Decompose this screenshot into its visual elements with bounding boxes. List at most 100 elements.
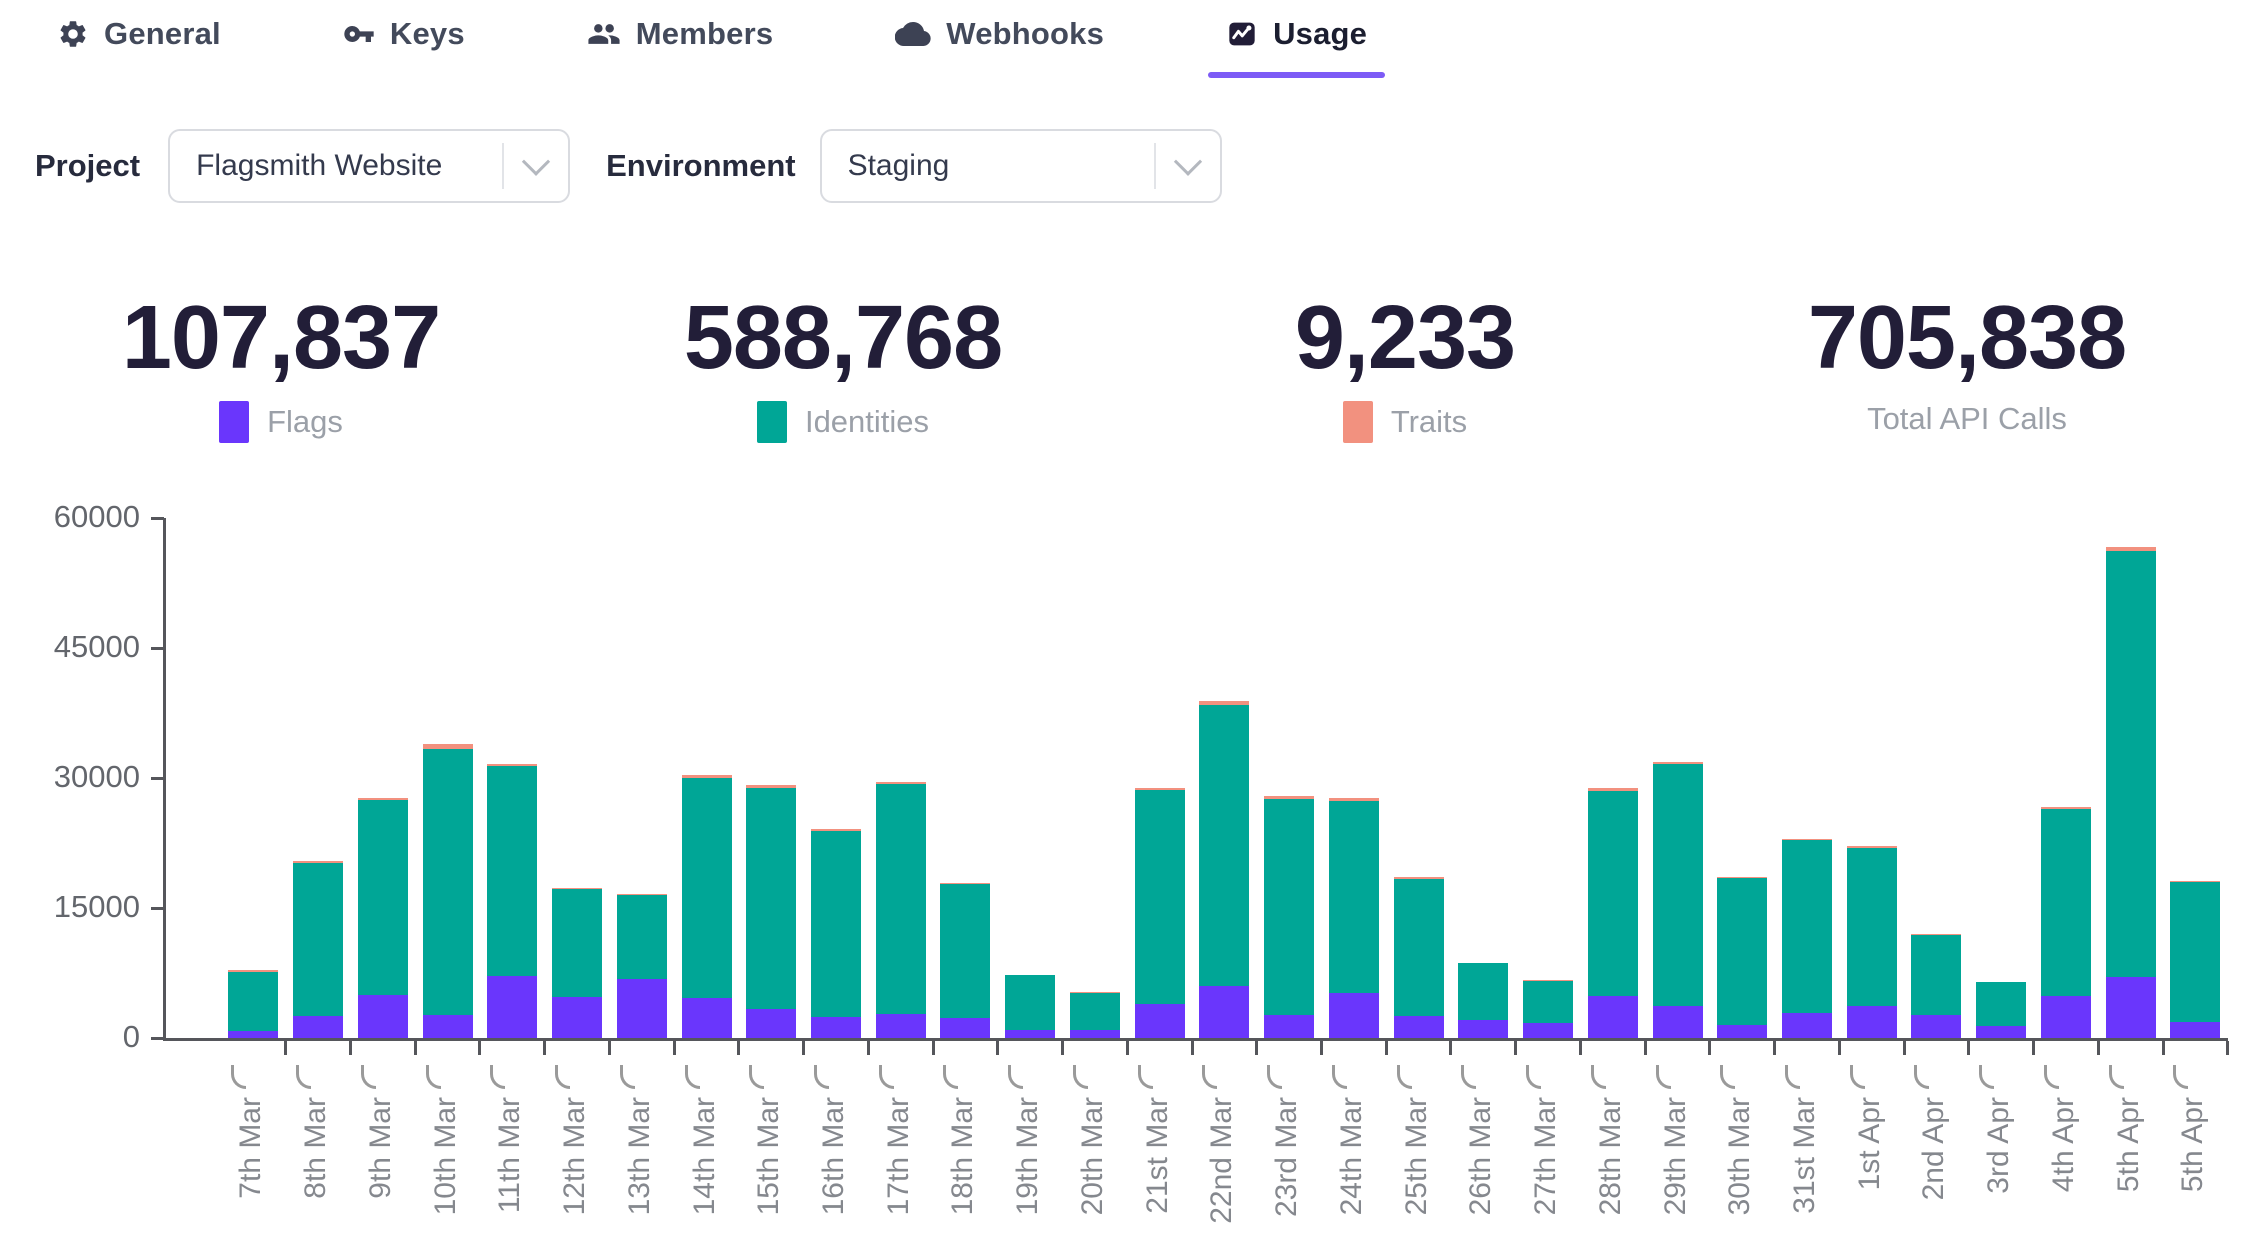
x-axis-label: 1st Apr: [1852, 1097, 1886, 1191]
x-tick-hook: [1137, 1065, 1153, 1089]
tab-members[interactable]: Members: [585, 0, 776, 78]
bar-slot: [1127, 787, 1192, 1038]
x-axis-label: 30th Mar: [1723, 1097, 1757, 1216]
bar-segment-flags: [1005, 1030, 1056, 1038]
stacked-bar-18th-mar: [940, 882, 991, 1038]
x-slot: 8th Mar: [286, 1041, 352, 1251]
bar-segment-flags: [293, 1016, 344, 1038]
bar-slot: [2163, 881, 2228, 1038]
x-axis-label: 11th Mar: [493, 1097, 527, 1214]
x-tick-mark: [478, 1041, 482, 1055]
stacked-bar-2nd-apr: [1911, 934, 1962, 1038]
bar-segment-traits: [1781, 838, 1832, 841]
x-axis-label: 13th Mar: [622, 1097, 656, 1216]
bar-segment-traits: [487, 764, 538, 767]
bar-slot: [1904, 934, 1969, 1038]
bar-slot: [1775, 838, 1840, 1038]
x-tick-mark: [2032, 1041, 2036, 1055]
bar-slot: [609, 894, 674, 1038]
x-tick-hook: [231, 1065, 247, 1089]
tab-general[interactable]: General: [55, 0, 223, 78]
tab-webhooks[interactable]: Webhooks: [893, 0, 1106, 78]
stacked-bar-21st-mar: [1134, 787, 1185, 1038]
x-slot: 20th Mar: [1063, 1041, 1129, 1251]
chart-bars: [166, 518, 2228, 1038]
x-tick-hook: [2173, 1065, 2189, 1089]
bar-segment-flags: [1264, 1014, 1315, 1038]
x-tick-hook: [943, 1065, 959, 1089]
bar-segment-flags: [357, 994, 408, 1038]
bar-segment-flags: [1911, 1014, 1962, 1038]
bar-segment-identities: [552, 889, 603, 998]
x-axis-label: 4th Apr: [2046, 1097, 2080, 1193]
stacked-bar-27th-mar: [1523, 980, 1574, 1038]
tab-usage[interactable]: Usage: [1208, 0, 1386, 78]
bar-slot: [1063, 992, 1128, 1038]
bar-slot: [998, 974, 1063, 1038]
x-axis-label: 19th Mar: [1011, 1097, 1045, 1216]
tab-keys[interactable]: Keys: [341, 0, 467, 78]
x-axis-label: 21st Mar: [1140, 1097, 1174, 1214]
x-axis-label: 22nd Mar: [1205, 1097, 1239, 1224]
bar-segment-traits: [940, 882, 991, 884]
stacked-bar-9th-mar: [357, 797, 408, 1038]
x-slot: 23rd Mar: [1257, 1041, 1323, 1251]
bar-segment-flags: [422, 1014, 473, 1038]
x-tick-mark: [1837, 1041, 1841, 1055]
x-tick-mark: [1967, 1041, 1971, 1055]
bar-segment-traits: [293, 861, 344, 863]
x-tick-hook: [1396, 1065, 1412, 1089]
stat-legend: Identities: [562, 400, 1124, 443]
bar-segment-flags: [1846, 1005, 1897, 1038]
environment-select[interactable]: Staging: [819, 129, 1222, 203]
x-axis-label: 15th Mar: [752, 1097, 786, 1216]
bar-segment-traits: [2170, 881, 2221, 883]
bar-segment-flags: [2170, 1022, 2221, 1038]
stacked-bar-19th-mar: [1005, 974, 1056, 1038]
stacked-bar-1st-apr: [1846, 846, 1897, 1038]
stacked-bar-25th-mar: [1393, 876, 1444, 1038]
stat-label: Traits: [1390, 403, 1468, 439]
x-tick-hook: [1267, 1065, 1283, 1089]
x-axis-label: 16th Mar: [816, 1097, 850, 1216]
x-axis-label: 5th Apr: [2176, 1097, 2210, 1193]
x-axis-label: 7th Mar: [234, 1097, 268, 1199]
x-slot: 24th Mar: [1321, 1041, 1388, 1251]
chevron-down-icon: [1153, 143, 1220, 189]
bar-segment-flags: [1976, 1025, 2027, 1038]
bar-segment-flags: [875, 1013, 926, 1038]
x-tick-hook: [2108, 1065, 2124, 1089]
bar-segment-flags: [1717, 1025, 1768, 1038]
webhooks-cloud-icon: [895, 16, 931, 52]
chart-x-axis: 7th Mar 8th Mar 9th Mar 10th Mar 11th Mar 12t…: [166, 1041, 2230, 1251]
stacked-bar-14th-mar: [681, 774, 732, 1038]
bar-segment-identities: [293, 862, 344, 1017]
x-tick-hook: [619, 1065, 635, 1089]
bar-segment-traits: [228, 970, 279, 972]
stat-legend: Traits: [1124, 400, 1686, 443]
x-tick-hook: [1461, 1065, 1477, 1089]
stacked-bar-22nd-mar: [1199, 700, 1250, 1038]
bar-segment-flags: [940, 1018, 991, 1038]
x-axis-label: 10th Mar: [428, 1097, 462, 1216]
x-axis-label: 26th Mar: [1464, 1097, 1498, 1216]
bar-segment-traits: [2040, 806, 2091, 810]
project-select-value: Flagsmith Website: [196, 149, 443, 182]
bar-slot: [2098, 546, 2163, 1038]
x-axis-label: 5th Apr: [2111, 1097, 2145, 1193]
bar-slot: [868, 782, 933, 1038]
x-slot: 14th Mar: [674, 1041, 741, 1251]
members-icon: [587, 17, 621, 51]
x-tick-mark: [1708, 1041, 1712, 1055]
bar-segment-traits: [1587, 787, 1638, 791]
bar-segment-traits: [2105, 546, 2156, 551]
bar-segment-flags: [2105, 976, 2156, 1038]
stacked-bar-20th-mar: [1069, 992, 1120, 1038]
y-tick-label: 60000: [53, 499, 140, 534]
bar-slot: [480, 764, 545, 1038]
bar-slot: [1839, 846, 1904, 1038]
project-select[interactable]: Flagsmith Website: [168, 129, 571, 203]
x-tick-mark: [348, 1041, 352, 1055]
bar-slot: [1451, 962, 1516, 1038]
bar-segment-identities: [1911, 934, 1962, 1015]
